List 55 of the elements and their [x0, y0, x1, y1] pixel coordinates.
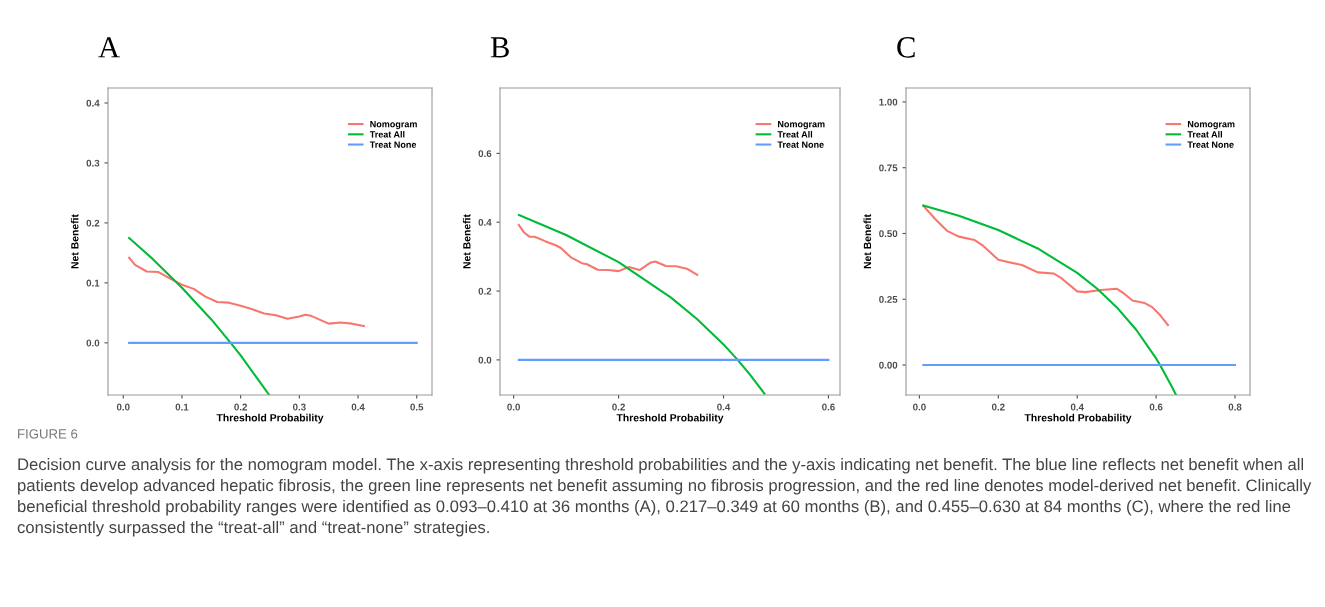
y-axis-title: Net Benefit [462, 214, 471, 269]
line-series [128, 236, 270, 395]
line-series [922, 204, 1169, 327]
y-tick-label: 0.00 [879, 361, 898, 369]
chart-title: C [897, 37, 915, 58]
y-tick-label: 0.1 [86, 279, 100, 287]
y-tick-label: 0.75 [879, 164, 898, 172]
legend-label: Treat None [777, 141, 824, 148]
y-tick-label: 0.2 [86, 219, 100, 227]
x-tick-label: 0.8 [1228, 403, 1242, 411]
y-tick-label: 0.0 [86, 339, 100, 347]
x-tick-label: 0.3 [292, 403, 306, 411]
legend-label: Treat All [777, 130, 813, 138]
y-tick-label: 0.25 [879, 295, 898, 303]
x-tick-label: 0.2 [234, 403, 248, 411]
x-tick-label: 0.2 [991, 403, 1005, 411]
x-tick-label: 0.0 [913, 403, 926, 411]
x-tick-label: 0.0 [507, 403, 520, 411]
x-tick-label: 0.6 [1149, 403, 1163, 411]
y-tick-label: 0.4 [86, 99, 100, 107]
y-axis-title: Net Benefit [863, 214, 872, 269]
legend-label: Treat None [1187, 141, 1234, 148]
x-axis-title: Threshold Probability [216, 413, 324, 424]
legend-label: Treat All [1187, 130, 1222, 138]
x-axis-title: Threshold Probability [616, 413, 724, 424]
legend-label: Treat None [369, 141, 417, 148]
legend-label: Nomogram [370, 121, 417, 130]
y-tick-label: 0.2 [478, 287, 492, 295]
x-tick-label: 0.2 [612, 403, 625, 411]
chart-title: B [490, 37, 509, 58]
line-series [128, 256, 365, 328]
legend-label: Treat All [369, 130, 405, 138]
x-tick-label: 0.4 [351, 403, 365, 411]
x-tick-label: 0.1 [175, 403, 189, 411]
caption: FIGURE 6 [18, 429, 78, 439]
line-series [922, 204, 1177, 395]
y-tick-label: 0.3 [86, 159, 100, 167]
legend-label: Nomogram [1187, 121, 1235, 130]
y-tick-label: 0.50 [879, 230, 898, 238]
line-series [517, 223, 699, 276]
x-tick-label: 0.4 [717, 403, 731, 411]
line-series [517, 213, 766, 395]
x-tick-label: 0.0 [116, 403, 130, 411]
text: Decision curve analysis for the nomogram model. The x-axis representing threshold probabilities and the y-axis indicating net benefit. The blue line reflects net benefit when all patients develop advanced hepatic fibrosis, the green line represents net benefit assuming no fibrosis progression, and the red line denotes model-derived net benefit. Clinically beneficial threshold probability ranges were identified as 0.093–0.410 at 36 months (A), 0.217–0.349 at 60 months (B), and 0.455–0.630 at 84 months (C), where the red line consistently surpassed the “treat-all” and “treat-none” strategies. [17, 458, 1312, 537]
y-tick-label: 1.00 [879, 98, 898, 106]
x-tick-label: 0.6 [822, 403, 835, 411]
x-tick-label: 0.5 [410, 403, 424, 411]
legend-label: Nomogram [778, 121, 825, 130]
y-tick-label: 0.6 [478, 150, 492, 158]
y-tick-label: 0.0 [478, 356, 492, 364]
x-tick-label: 0.4 [1070, 403, 1084, 411]
chart-title: A [98, 37, 120, 58]
y-axis-title: Net Benefit [70, 214, 79, 269]
y-tick-label: 0.4 [478, 218, 492, 226]
x-axis-title: Threshold Probability [1024, 413, 1132, 424]
